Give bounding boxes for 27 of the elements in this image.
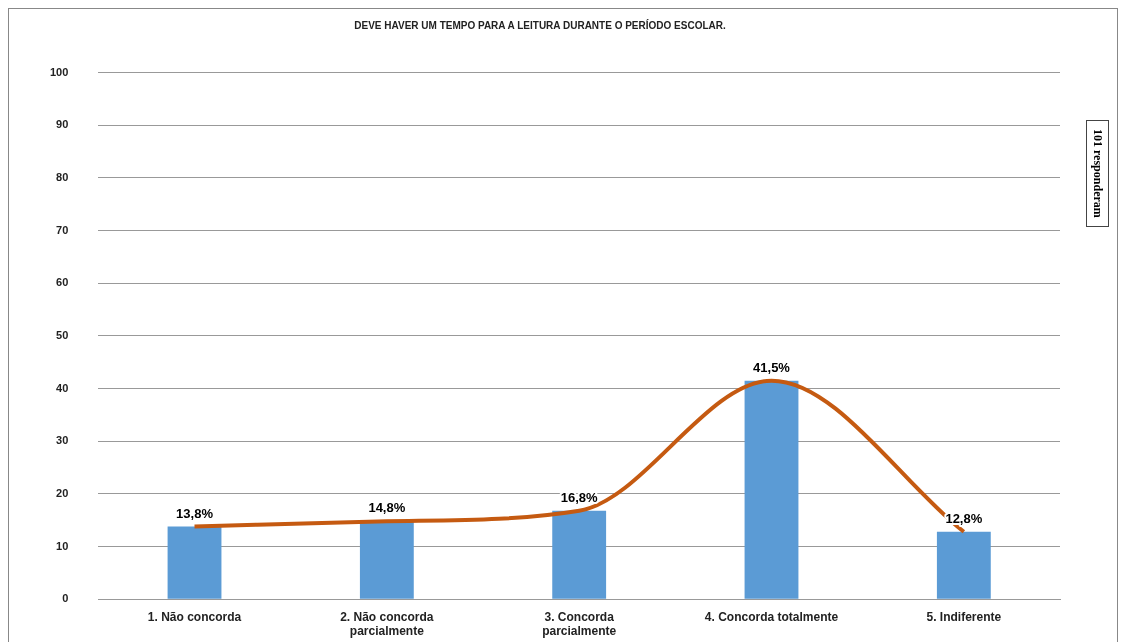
x-tick-label: 2. Não concorda parcialmente (340, 609, 434, 639)
bar (936, 531, 991, 599)
y-tick-label: 70 (56, 223, 69, 236)
x-tick-label: 1. Não concorda (147, 609, 242, 624)
y-tick-label: 60 (56, 276, 69, 289)
y-tick-label: 0 (62, 592, 69, 605)
y-tick-label: 20 (56, 486, 69, 499)
data-label: 14,8% (368, 500, 406, 516)
y-tick-label: 30 (56, 434, 69, 447)
y-tick-label: 80 (56, 170, 69, 183)
y-tick-label: 90 (56, 118, 69, 131)
x-tick-label: 5. Indiferente (926, 609, 1002, 624)
y-tick-label: 40 (56, 381, 69, 394)
bar (552, 510, 607, 599)
y-tick-label: 100 (49, 65, 69, 78)
bar (744, 380, 799, 599)
bar (167, 526, 222, 599)
chart-title: DEVE HAVER UM TEMPO PARA A LEITURA DURANTE O PERÍODO ESCOLAR. (353, 20, 727, 31)
x-tick-label: 3. Concorda parcialmente (542, 609, 617, 639)
bar (359, 521, 414, 599)
x-tick-label: 4. Concorda totalmente (704, 609, 839, 624)
data-label: 16,8% (560, 489, 599, 505)
y-tick-label: 10 (56, 539, 69, 552)
data-label: 13,8% (176, 505, 214, 521)
text: 101 responderam (1086, 120, 1109, 227)
data-label: 41,5% (753, 359, 791, 375)
y-tick-label: 50 (56, 328, 69, 341)
